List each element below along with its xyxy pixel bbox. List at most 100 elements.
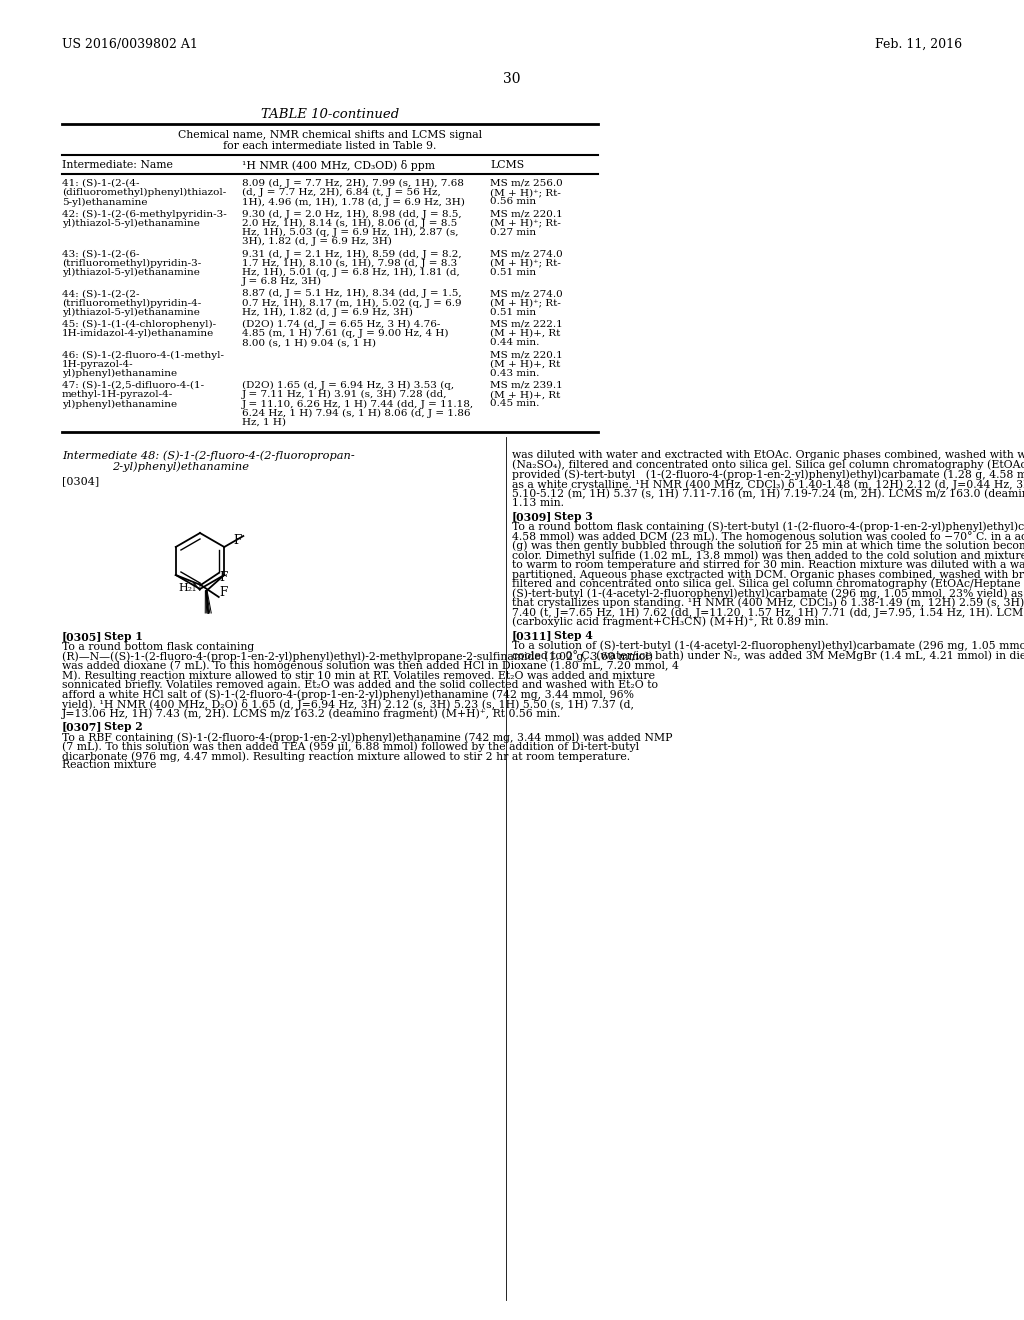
Text: J = 6.8 Hz, 3H): J = 6.8 Hz, 3H) (242, 277, 322, 286)
Text: (D2O) 1.74 (d, J = 6.65 Hz, 3 H) 4.76-: (D2O) 1.74 (d, J = 6.65 Hz, 3 H) 4.76- (242, 319, 440, 329)
Text: 2-yl)phenyl)ethanamine: 2-yl)phenyl)ethanamine (112, 461, 249, 471)
Text: Step 1: Step 1 (104, 631, 143, 642)
Text: 43: (S)-1-(2-(6-: 43: (S)-1-(2-(6- (62, 249, 139, 259)
Text: MS m/z 239.1: MS m/z 239.1 (490, 381, 563, 389)
Text: To a solution of (S)-tert-butyl (1-(4-acetyl-2-fluorophenyl)ethyl)carbamate (296: To a solution of (S)-tert-butyl (1-(4-ac… (512, 640, 1024, 651)
Text: 0.45 min.: 0.45 min. (490, 400, 540, 408)
Text: yl)phenyl)ethanamine: yl)phenyl)ethanamine (62, 400, 177, 408)
Text: cooled to 0° C. (water/ice bath) under N₂, was added 3M MeMgBr (1.4 mL, 4.21 mmo: cooled to 0° C. (water/ice bath) under N… (512, 649, 1024, 661)
Text: [0305]: [0305] (62, 631, 102, 642)
Text: Intermediate 48: (S)-1-(2-fluoro-4-(2-fluoropropan-: Intermediate 48: (S)-1-(2-fluoro-4-(2-fl… (62, 450, 354, 461)
Text: F: F (233, 535, 242, 546)
Text: for each intermediate listed in Table 9.: for each intermediate listed in Table 9. (223, 141, 436, 150)
Text: 5.10-5.12 (m, 1H) 5.37 (s, 1H) 7.11-7.16 (m, 1H) 7.19-7.24 (m, 2H). LCMS m/z 163: 5.10-5.12 (m, 1H) 5.37 (s, 1H) 7.11-7.16… (512, 488, 1024, 499)
Text: dicarbonate (976 mg, 4.47 mmol). Resulting reaction mixture allowed to stir 2 hr: dicarbonate (976 mg, 4.47 mmol). Resulti… (62, 751, 630, 762)
Text: TABLE 10-continued: TABLE 10-continued (261, 108, 399, 121)
Text: 0.44 min.: 0.44 min. (490, 338, 540, 347)
Text: (D2O) 1.65 (d, J = 6.94 Hz, 3 H) 3.53 (q,: (D2O) 1.65 (d, J = 6.94 Hz, 3 H) 3.53 (q… (242, 381, 454, 391)
Text: Chemical name, NMR chemical shifts and LCMS signal: Chemical name, NMR chemical shifts and L… (178, 129, 482, 140)
Text: MS m/z 220.1: MS m/z 220.1 (490, 350, 563, 359)
Text: as a white crystalline. ¹H NMR (400 MHz, CDCl₃) δ 1.40-1.48 (m, 12H) 2.12 (d, J=: as a white crystalline. ¹H NMR (400 MHz,… (512, 479, 1024, 490)
Text: To a round bottom flask containing: To a round bottom flask containing (62, 642, 254, 652)
Text: (M + H)⁺; Rt-: (M + H)⁺; Rt- (490, 298, 561, 308)
Text: 42: (S)-1-(2-(6-methylpyridin-3-: 42: (S)-1-(2-(6-methylpyridin-3- (62, 210, 226, 219)
Text: (Na₂SO₄), filtered and concentrated onto silica gel. Silica gel column chromatog: (Na₂SO₄), filtered and concentrated onto… (512, 459, 1024, 470)
Text: 9.30 (d, J = 2.0 Hz, 1H), 8.98 (dd, J = 8.5,: 9.30 (d, J = 2.0 Hz, 1H), 8.98 (dd, J = … (242, 210, 462, 219)
Text: 6.24 Hz, 1 H) 7.94 (s, 1 H) 8.06 (d, J = 1.86: 6.24 Hz, 1 H) 7.94 (s, 1 H) 8.06 (d, J =… (242, 409, 470, 417)
Text: 0.51 min: 0.51 min (490, 308, 537, 317)
Text: Hz, 1 H): Hz, 1 H) (242, 418, 286, 426)
Text: F: F (220, 586, 228, 599)
Text: 45: (S)-1-(1-(4-chlorophenyl)-: 45: (S)-1-(1-(4-chlorophenyl)- (62, 319, 216, 329)
Text: 8.00 (s, 1 H) 9.04 (s, 1 H): 8.00 (s, 1 H) 9.04 (s, 1 H) (242, 338, 376, 347)
Text: 0.7 Hz, 1H), 8.17 (m, 1H), 5.02 (q, J = 6.9: 0.7 Hz, 1H), 8.17 (m, 1H), 5.02 (q, J = … (242, 298, 462, 308)
Text: yl)phenyl)ethanamine: yl)phenyl)ethanamine (62, 368, 177, 378)
Text: 30: 30 (503, 73, 521, 86)
Text: ¹H NMR (400 MHz, CD₃OD) δ ppm: ¹H NMR (400 MHz, CD₃OD) δ ppm (242, 160, 435, 172)
Text: 44: (S)-1-(2-(2-: 44: (S)-1-(2-(2- (62, 289, 139, 298)
Text: (S)-tert-butyl (1-(4-acetyl-2-fluorophenyl)ethyl)carbamate (296 mg, 1.05 mmol, 2: (S)-tert-butyl (1-(4-acetyl-2-fluorophen… (512, 587, 1024, 598)
Text: 8.09 (d, J = 7.7 Hz, 2H), 7.99 (s, 1H), 7.68: 8.09 (d, J = 7.7 Hz, 2H), 7.99 (s, 1H), … (242, 180, 464, 189)
Text: Step 3: Step 3 (554, 511, 593, 521)
Text: MS m/z 222.1: MS m/z 222.1 (490, 319, 563, 329)
Text: 9.31 (d, J = 2.1 Hz, 1H), 8.59 (dd, J = 8.2,: 9.31 (d, J = 2.1 Hz, 1H), 8.59 (dd, J = … (242, 249, 462, 259)
Text: 7.40 (t, J=7.65 Hz, 1H) 7.62 (dd, J=11.20, 1.57 Hz, 1H) 7.71 (dd, J=7.95, 1.54 H: 7.40 (t, J=7.65 Hz, 1H) 7.62 (dd, J=11.2… (512, 607, 1024, 618)
Text: US 2016/0039802 A1: US 2016/0039802 A1 (62, 38, 198, 51)
Text: (trifluoromethyl)pyridin-4-: (trifluoromethyl)pyridin-4- (62, 298, 202, 308)
Text: (trifluoromethyl)pyridin-3-: (trifluoromethyl)pyridin-3- (62, 259, 202, 268)
Text: 0.43 min.: 0.43 min. (490, 368, 540, 378)
Text: methyl-1H-pyrazol-4-: methyl-1H-pyrazol-4- (62, 391, 173, 399)
Text: M). Resulting reaction mixture allowed to stir 10 min at RT. Volatiles removed. : M). Resulting reaction mixture allowed t… (62, 671, 655, 681)
Text: [0304]: [0304] (62, 477, 99, 486)
Text: (M + H)⁺; Rt-: (M + H)⁺; Rt- (490, 189, 561, 197)
Text: sonnicated briefly. Volatiles removed again. Et₂O was added and the solid collec: sonnicated briefly. Volatiles removed ag… (62, 680, 658, 689)
Text: MS m/z 274.0: MS m/z 274.0 (490, 289, 563, 298)
Text: was diluted with water and exctracted with EtOAc. Organic phases combined, washe: was diluted with water and exctracted wi… (512, 450, 1024, 459)
Text: Hz, 1H), 5.03 (q, J = 6.9 Hz, 1H), 2.87 (s,: Hz, 1H), 5.03 (q, J = 6.9 Hz, 1H), 2.87 … (242, 228, 459, 238)
Text: J = 7.11 Hz, 1 H) 3.91 (s, 3H) 7.28 (dd,: J = 7.11 Hz, 1 H) 3.91 (s, 3H) 7.28 (dd, (242, 391, 447, 400)
Text: 46: (S)-1-(2-fluoro-4-(1-methyl-: 46: (S)-1-(2-fluoro-4-(1-methyl- (62, 350, 224, 359)
Text: J=13.06 Hz, 1H) 7.43 (m, 2H). LCMS m/z 163.2 (deamino fragment) (M+H)⁺, Rt 0.56 : J=13.06 Hz, 1H) 7.43 (m, 2H). LCMS m/z 1… (62, 708, 561, 718)
Text: 5-yl)ethanamine: 5-yl)ethanamine (62, 198, 147, 206)
Text: LCMS: LCMS (490, 160, 524, 170)
Text: was added dioxane (7 mL). To this homogenous solution was then added HCl in Diox: was added dioxane (7 mL). To this homoge… (62, 660, 679, 671)
Text: MS m/z 220.1: MS m/z 220.1 (490, 210, 563, 219)
Text: 0.51 min: 0.51 min (490, 268, 537, 277)
Text: Feb. 11, 2016: Feb. 11, 2016 (874, 38, 962, 51)
Text: Hz, 1H), 5.01 (q, J = 6.8 Hz, 1H), 1.81 (d,: Hz, 1H), 5.01 (q, J = 6.8 Hz, 1H), 1.81 … (242, 268, 460, 277)
Text: 1H), 4.96 (m, 1H), 1.78 (d, J = 6.9 Hz, 3H): 1H), 4.96 (m, 1H), 1.78 (d, J = 6.9 Hz, … (242, 198, 465, 206)
Text: (M + H)⁺; Rt-: (M + H)⁺; Rt- (490, 219, 561, 228)
Text: (M + H)+, Rt: (M + H)+, Rt (490, 391, 560, 399)
Text: Hz, 1H), 1.82 (d, J = 6.9 Hz, 3H): Hz, 1H), 1.82 (d, J = 6.9 Hz, 3H) (242, 308, 413, 317)
Text: filtered and concentrated onto silica gel. Silica gel column chromatography (EtO: filtered and concentrated onto silica ge… (512, 578, 1024, 589)
Text: (d, J = 7.7 Hz, 2H), 6.84 (t, J = 56 Hz,: (d, J = 7.7 Hz, 2H), 6.84 (t, J = 56 Hz, (242, 189, 440, 197)
Text: Reaction mixture: Reaction mixture (62, 760, 157, 771)
Text: 3H), 1.82 (d, J = 6.9 Hz, 3H): 3H), 1.82 (d, J = 6.9 Hz, 3H) (242, 238, 392, 247)
Text: yl)thiazol-5-yl)ethanamine: yl)thiazol-5-yl)ethanamine (62, 219, 200, 228)
Text: afford a white HCl salt of (S)-1-(2-fluoro-4-(prop-1-en-2-yl)phenyl)ethanamine (: afford a white HCl salt of (S)-1-(2-fluo… (62, 689, 634, 700)
Text: 1H-imidazol-4-yl)ethanamine: 1H-imidazol-4-yl)ethanamine (62, 329, 214, 338)
Text: 1.13 min.: 1.13 min. (512, 498, 564, 507)
Text: H₂N: H₂N (178, 583, 203, 593)
Text: (difluoromethyl)phenyl)thiazol-: (difluoromethyl)phenyl)thiazol- (62, 189, 226, 197)
Text: that crystallizes upon standing. ¹H NMR (400 MHz, CDCl₃) δ 1.38-1.49 (m, 12H) 2.: that crystallizes upon standing. ¹H NMR … (512, 598, 1024, 609)
Text: J = 11.10, 6.26 Hz, 1 H) 7.44 (dd, J = 11.18,: J = 11.10, 6.26 Hz, 1 H) 7.44 (dd, J = 1… (242, 400, 474, 408)
Text: 4.85 (m, 1 H) 7.61 (q, J = 9.00 Hz, 4 H): 4.85 (m, 1 H) 7.61 (q, J = 9.00 Hz, 4 H) (242, 329, 449, 338)
Text: 1H-pyrazol-4-: 1H-pyrazol-4- (62, 359, 133, 368)
Text: partitioned. Aqueous phase exctracted with DCM. Organic phases combined, washed : partitioned. Aqueous phase exctracted wi… (512, 569, 1024, 579)
Text: provided (S)-tert-butyl   (1-(2-fluoro-4-(prop-1-en-2-yl)phenyl)ethyl)carbamate : provided (S)-tert-butyl (1-(2-fluoro-4-(… (512, 469, 1024, 479)
Text: [0307]: [0307] (62, 722, 102, 733)
Text: 1.7 Hz, 1H), 8.10 (s, 1H), 7.98 (d, J = 8.3: 1.7 Hz, 1H), 8.10 (s, 1H), 7.98 (d, J = … (242, 259, 458, 268)
Text: (7 mL). To this solution was then added TEA (959 μl, 6.88 mmol) followed by the : (7 mL). To this solution was then added … (62, 742, 639, 752)
Text: 0.56 min: 0.56 min (490, 198, 537, 206)
Text: 8.87 (d, J = 5.1 Hz, 1H), 8.34 (dd, J = 1.5,: 8.87 (d, J = 5.1 Hz, 1H), 8.34 (dd, J = … (242, 289, 462, 298)
Text: yl)thiazol-5-yl)ethanamine: yl)thiazol-5-yl)ethanamine (62, 268, 200, 277)
Text: Step 4: Step 4 (554, 630, 593, 642)
Text: To a RBF containing (S)-1-(2-fluoro-4-(prop-1-en-2-yl)phenyl)ethanamine (742 mg,: To a RBF containing (S)-1-(2-fluoro-4-(p… (62, 733, 673, 743)
Text: F: F (220, 572, 228, 583)
Text: 0.27 min: 0.27 min (490, 228, 537, 238)
Text: (M + H)⁺; Rt-: (M + H)⁺; Rt- (490, 259, 561, 268)
Text: 47: (S)-1-(2,5-difluoro-4-(1-: 47: (S)-1-(2,5-difluoro-4-(1- (62, 381, 204, 389)
Text: (carboxylic acid fragment+CH₃CN) (M+H)⁺, Rt 0.89 min.: (carboxylic acid fragment+CH₃CN) (M+H)⁺,… (512, 616, 828, 627)
Text: MS m/z 274.0: MS m/z 274.0 (490, 249, 563, 259)
